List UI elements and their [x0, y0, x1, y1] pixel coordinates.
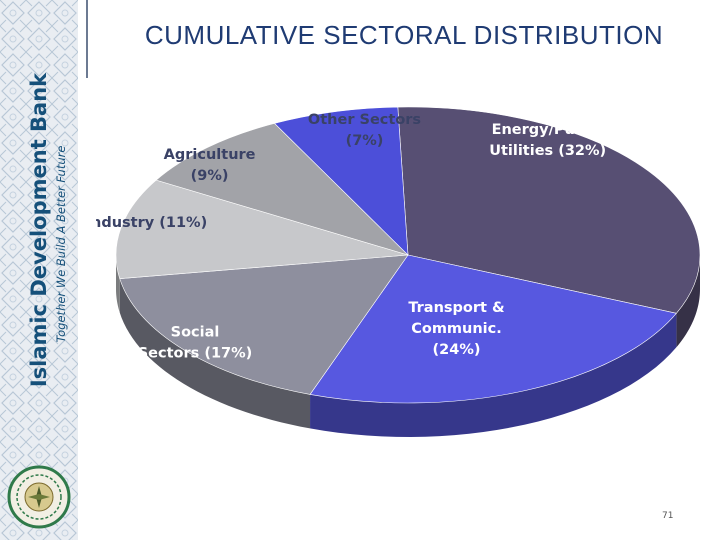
pie-slice-label-4: Agriculture (9%) — [164, 147, 256, 184]
pie-slice-label-3: Industry (11%) — [96, 215, 207, 231]
pie-slice-label-1: Transport & Communic. (24%) — [408, 300, 505, 358]
header-divider — [86, 0, 88, 78]
brand-tagline: Together We Build A Better Future — [54, 145, 68, 343]
pie-chart: Energy/Public Utilities (32%) Transport & C… — [96, 106, 701, 437]
idb-logo-icon — [7, 465, 71, 529]
pie-slice-0 — [397, 106, 701, 314]
pie-slice-3 — [115, 179, 409, 279]
pie-slice-label-5: Other Sectors (7%) — [308, 112, 421, 149]
page-title: CUMULATIVE SECTORAL DISTRIBUTION — [144, 20, 664, 50]
pie-slice-side-3 — [116, 255, 120, 313]
pie-slice-1 — [309, 254, 677, 404]
pie-slice-side-1 — [310, 313, 677, 437]
pie-slice-2 — [119, 254, 409, 395]
pie-slice-5 — [273, 106, 409, 256]
pie-slice-side-2 — [119, 278, 311, 429]
pie-slice-4 — [155, 123, 409, 256]
pie-slice-label-2: Social Sectors (17%) — [138, 324, 253, 361]
page-number: 71 — [662, 511, 674, 521]
geometric-pattern-background — [0, 0, 78, 540]
pie-slice-side-0 — [676, 255, 700, 348]
brand-name: Islamic Development Bank — [27, 72, 51, 388]
pie-slice-label-0: Energy/Public Utilities (32%) — [489, 122, 606, 159]
sidebar-brand-panel: Islamic Development Bank Together We Bui… — [0, 0, 78, 540]
